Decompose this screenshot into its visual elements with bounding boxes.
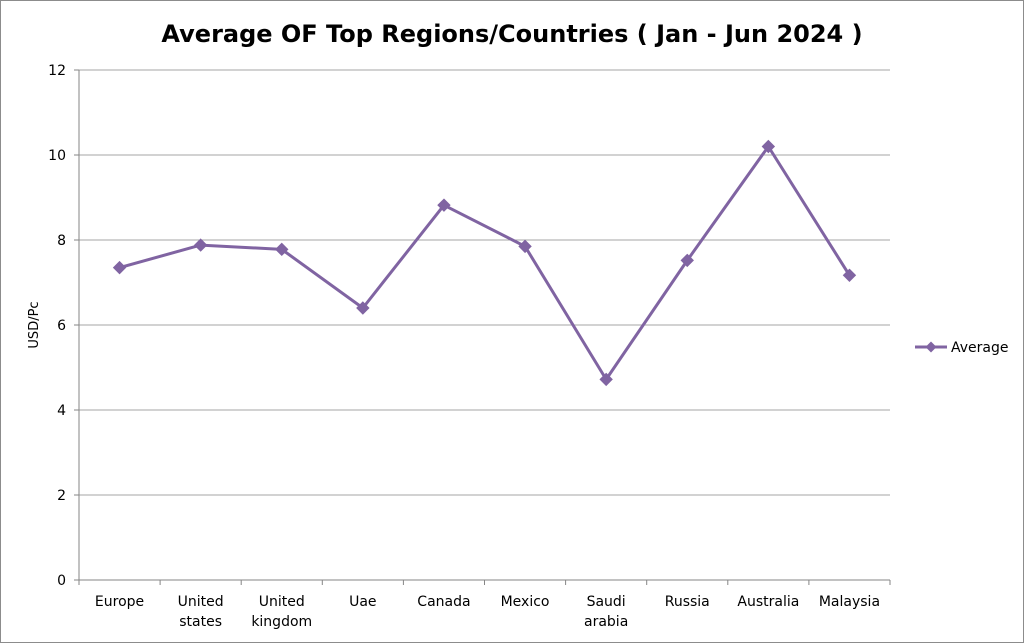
- data-point-marker: [437, 198, 451, 212]
- data-point-marker: [680, 253, 694, 268]
- y-tick-label: 6: [57, 318, 66, 334]
- x-tick-label: Europe: [95, 594, 144, 610]
- y-tick-label: 0: [57, 573, 66, 589]
- legend-label: Average: [951, 340, 1009, 356]
- y-tick-label: 4: [57, 403, 66, 419]
- data-point-marker: [356, 301, 370, 315]
- x-tick-label: Uae: [349, 594, 376, 610]
- x-tick-label: Australia: [737, 594, 799, 610]
- data-point-marker: [599, 372, 613, 387]
- x-tick-label: Malaysia: [819, 594, 880, 610]
- x-tick-label: Saudi arabia: [584, 594, 628, 630]
- y-tick-labels: 0 2 4 6 8 10 12: [48, 63, 66, 589]
- data-point-marker: [275, 242, 289, 257]
- axes: [74, 69, 891, 585]
- x-tick-labels: Europe United states United kingdom Uae Canada…: [95, 594, 880, 630]
- x-tick-label: United kingdom: [251, 594, 312, 630]
- series-average: [112, 139, 857, 387]
- data-point-marker: [842, 268, 857, 282]
- y-tick-label: 2: [57, 488, 66, 504]
- chart-title: Average OF Top Regions/Countries ( Jan -…: [161, 20, 862, 48]
- data-point-marker: [761, 139, 776, 154]
- data-point-marker: [193, 238, 208, 252]
- x-tick-label: Russia: [665, 594, 710, 610]
- legend: Average: [915, 340, 1009, 356]
- x-tick-label: Mexico: [501, 594, 550, 610]
- data-point-marker: [518, 239, 532, 254]
- series-line: [119, 145, 851, 381]
- x-tick-label: United states: [178, 594, 224, 630]
- x-tick-label: Canada: [417, 594, 470, 610]
- y-tick-label: 8: [57, 233, 66, 249]
- y-tick-label: 12: [48, 63, 66, 79]
- y-axis-label: USD/Pc: [27, 301, 42, 348]
- data-point-marker: [112, 260, 127, 275]
- gridlines: [79, 69, 890, 496]
- y-tick-label: 10: [48, 148, 66, 164]
- legend-marker: [925, 341, 937, 353]
